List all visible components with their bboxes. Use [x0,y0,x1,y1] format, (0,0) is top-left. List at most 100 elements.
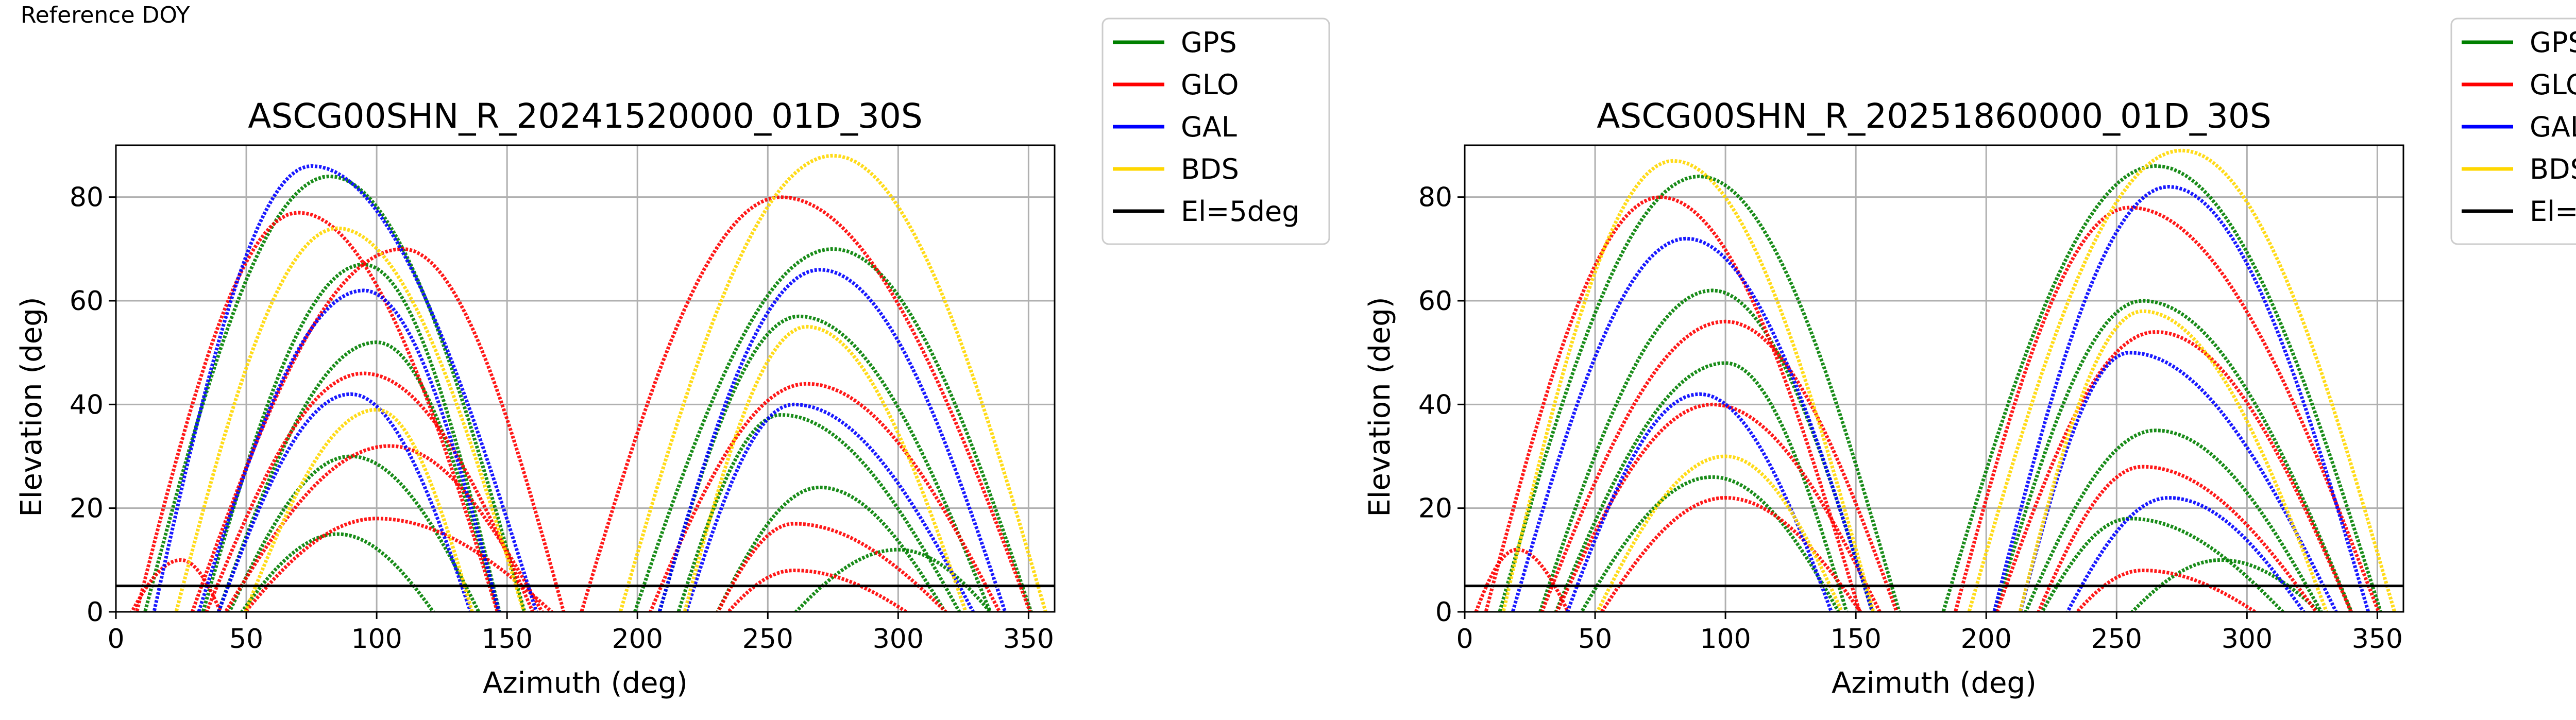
track-gal [2065,495,2306,612]
x-tick-label: 50 [1578,624,1612,655]
track-gps [1579,475,1841,612]
legend-label: GAL [1181,111,1237,143]
y-tick-label: 40 [70,389,104,420]
track-glo [2037,465,2318,612]
satellite-tracks [129,153,1048,612]
y-tick-label: 60 [70,286,104,317]
y-axis-label: Elevation (deg) [15,297,48,517]
track-glo [134,211,500,612]
x-axis-label: Azimuth (deg) [1832,666,2037,700]
track-gps [793,547,993,612]
track-gal [216,392,473,612]
track-gps [240,532,436,612]
x-tick-label: 200 [612,624,663,655]
x-tick-label: 100 [351,624,402,655]
track-gps [1941,164,2383,612]
track-gps [633,247,1033,612]
track-gal [1565,392,1834,612]
track-glo [726,568,910,612]
legend: GPS GLO GAL BDS El=5deg [2450,18,2576,245]
track-bds [1595,454,1844,612]
track-gps [143,174,527,612]
legend-label: El=5deg [1181,195,1300,228]
x-tick-label: 150 [482,624,533,655]
x-tick-label: 300 [873,624,924,655]
chart-title: ASCG00SHN_R_20241520000_01D_30S [248,96,923,136]
y-axis-label: Elevation (deg) [1363,297,1397,517]
track-bds [683,324,968,612]
axes-frame [1464,144,2404,613]
x-tick-label: 350 [1003,624,1054,655]
legend-label: El=5deg [2530,195,2576,228]
track-glo [1540,319,1899,612]
legend: GPS GLO GAL BDS El=5deg [1101,18,1330,245]
y-tick-label: 60 [1418,286,1452,317]
y-tick-label: 0 [87,597,104,628]
x-tick-label: 0 [1456,624,1473,655]
satellite-tracks [1474,148,2397,612]
chart-1: ASCG00SHN_R_20241520000_01D_30S Azimuth … [15,18,1330,700]
y-tick-label: 20 [70,493,104,524]
legend-label: BDS [2530,153,2576,185]
x-tick-label: 350 [2352,624,2403,655]
chart-title: ASCG00SHN_R_20251860000_01D_30S [1597,96,2272,136]
track-glo [129,558,223,612]
x-axis-label: Azimuth (deg) [483,666,688,700]
x-tick-label: 0 [107,624,124,655]
track-bds [243,407,474,612]
track-gps [1554,361,1849,612]
track-glo [716,522,948,612]
track-bds [1967,148,2397,612]
track-bds [174,226,526,612]
y-tick-label: 40 [1418,389,1452,420]
track-gal [657,268,1007,612]
track-glo [648,382,1002,612]
x-tick-label: 250 [742,624,793,655]
plot-area: 0 50 100 150 200 250 300 350 0 20 40 60 80 [1418,144,2404,655]
track-glo [1474,547,1570,612]
track-bds [1501,159,1875,612]
axes-frame [115,144,1056,613]
track-bds [618,153,1048,612]
plot-area: 0 50 100 150 200 250 300 350 0 20 40 60 80 [70,144,1056,655]
chart-2: ASCG00SHN_R_20251860000_01D_30S Azimuth … [1363,18,2576,700]
track-gps [1498,174,1901,612]
track-glo [243,517,555,612]
track-glo [1953,205,2381,612]
track-gal [1511,236,1874,612]
x-tick-label: 200 [1961,624,2012,655]
figure-label: Reference DOY [21,2,190,28]
legend-label: GLO [2530,68,2576,101]
track-gal [197,288,501,612]
track-gps [227,454,481,612]
track-glo [580,195,1032,612]
legend-label: GPS [2530,26,2576,59]
track-glo [205,371,535,612]
x-tick-label: 250 [2091,624,2142,655]
track-glo [1995,330,2353,612]
legend-box [1101,18,1330,245]
legend-label: BDS [1181,153,1239,185]
track-gal [152,164,538,612]
legend-box [2450,18,2576,245]
track-bds [2018,309,2329,612]
legend-label: GAL [2530,111,2576,143]
y-tick-label: 80 [70,182,104,213]
track-gal [684,402,975,612]
x-tick-label: 300 [2222,624,2273,655]
track-glo [1484,195,1862,612]
track-gps [2040,517,2285,612]
track-gps [1993,299,2353,612]
y-tick-label: 20 [1418,493,1452,524]
y-tick-label: 0 [1435,597,1452,628]
y-tick-label: 80 [1418,182,1452,213]
legend-label: GPS [1181,26,1237,59]
legend-label: GLO [1181,68,1239,101]
track-glo [1599,495,1863,612]
track-glo [1555,402,1882,612]
track-gps [716,485,947,612]
x-tick-label: 150 [1831,624,1882,655]
track-glo [2075,568,2259,612]
track-gal [1992,184,2370,612]
